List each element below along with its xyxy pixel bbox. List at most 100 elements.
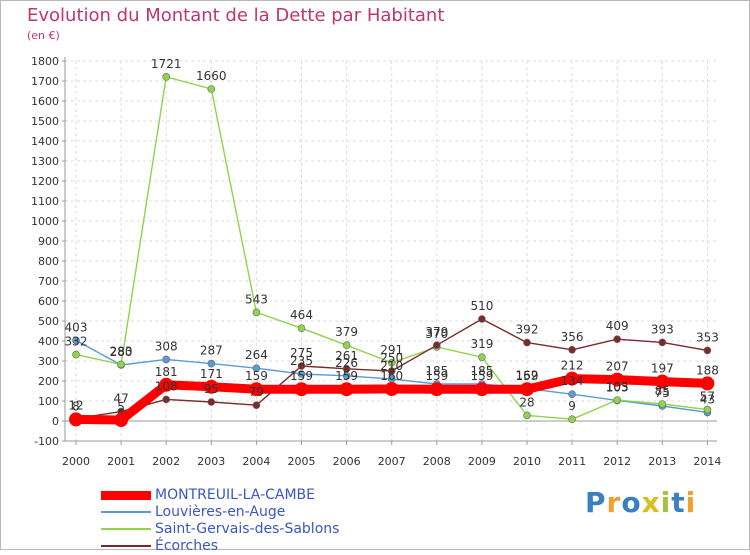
data-label: 353 <box>696 330 719 344</box>
data-point <box>568 345 576 354</box>
data-label: 226 <box>335 356 358 370</box>
data-point <box>703 405 712 414</box>
data-label: 261 <box>335 349 358 363</box>
y-tick-label: 1500 <box>31 115 59 128</box>
x-tick-label: 2009 <box>468 455 496 468</box>
logo-letter: r <box>606 486 622 519</box>
legend-item: Saint-Gervais-des-Sablons <box>1 521 501 538</box>
data-point <box>117 360 125 369</box>
legend-swatch <box>101 511 151 513</box>
data-label: 212 <box>561 359 584 373</box>
x-tick-label: 2000 <box>62 455 90 468</box>
x-tick-label: 2001 <box>107 455 135 468</box>
data-point <box>700 376 715 391</box>
data-label: 79 <box>249 385 264 399</box>
data-label: 280 <box>110 345 133 359</box>
data-label: 379 <box>335 325 358 339</box>
data-point <box>159 377 174 392</box>
x-tick-label: 2004 <box>242 455 270 468</box>
data-point <box>252 308 261 317</box>
data-point <box>207 359 216 368</box>
data-label: 8 <box>72 399 80 413</box>
data-label: 1721 <box>151 57 182 71</box>
data-label: 75 <box>655 386 670 400</box>
data-label: 207 <box>606 360 629 374</box>
data-point <box>297 324 306 333</box>
legend-label: Écorches <box>155 538 219 554</box>
legend-item: Écorches <box>1 538 501 555</box>
x-tick-label: 2012 <box>603 455 631 468</box>
data-point <box>72 336 80 345</box>
x-tick-label: 2007 <box>378 455 406 468</box>
x-tick-label: 2003 <box>197 455 225 468</box>
data-label: 275 <box>290 346 313 360</box>
data-label: 197 <box>651 362 674 376</box>
y-tick-label: 1100 <box>31 195 59 208</box>
data-point <box>429 382 444 397</box>
data-point <box>432 341 441 350</box>
logo-letter: x <box>641 486 661 519</box>
data-label: 57 <box>700 390 715 404</box>
data-point <box>568 415 576 424</box>
legend-swatch <box>101 545 151 547</box>
logo-letter: o <box>621 486 642 519</box>
legend-label: Louvières-en-Auge <box>155 504 286 520</box>
data-label: 188 <box>696 363 719 377</box>
data-label: 464 <box>290 308 313 322</box>
data-point <box>252 401 261 410</box>
data-label: 181 <box>155 365 178 379</box>
logo-letter: t <box>671 486 686 519</box>
data-point <box>568 390 576 399</box>
data-point <box>474 382 489 397</box>
series-0 <box>69 371 715 427</box>
data-point <box>69 412 83 427</box>
data-point <box>658 338 667 347</box>
x-tick-label: 2002 <box>152 455 180 468</box>
legend-swatch <box>101 528 151 530</box>
y-tick-label: 100 <box>38 395 59 408</box>
proxiti-logo: Proxiti <box>585 486 696 519</box>
x-tick-label: 2011 <box>558 455 586 468</box>
x-tick-label: 2014 <box>693 455 721 468</box>
data-label: 510 <box>470 299 493 313</box>
data-point <box>478 353 486 362</box>
data-label: 403 <box>65 320 88 334</box>
data-label: 28 <box>519 395 534 409</box>
data-label: 12 <box>68 399 83 413</box>
data-point <box>207 398 216 406</box>
data-point <box>655 374 670 389</box>
data-point <box>297 370 306 378</box>
data-label: 543 <box>245 292 268 306</box>
data-point <box>162 355 170 364</box>
data-label: 332 <box>65 335 88 349</box>
data-point <box>387 358 396 367</box>
y-tick-label: 1400 <box>31 135 59 148</box>
data-label: 393 <box>651 322 674 336</box>
y-tick-label: 300 <box>38 355 59 368</box>
data-label: 103 <box>606 380 629 394</box>
y-tick-label: 500 <box>38 315 59 328</box>
data-point <box>297 362 306 370</box>
data-point <box>523 411 531 420</box>
data-label: 159 <box>516 369 539 383</box>
legend-label: MONTREUIL-LA-CAMBE <box>155 487 316 503</box>
data-point <box>478 315 486 323</box>
data-label: 308 <box>155 339 178 353</box>
x-tick-label: 2008 <box>423 455 451 468</box>
y-tick-label: 600 <box>38 295 59 308</box>
data-label: 160 <box>380 369 403 383</box>
data-label: 162 <box>516 369 539 383</box>
data-point <box>162 395 170 404</box>
logo-letter: i <box>685 486 697 519</box>
logo-letter: P <box>585 486 607 519</box>
y-tick-label: 1200 <box>31 175 59 188</box>
x-tick-label: 2006 <box>333 455 361 468</box>
data-point <box>207 85 216 93</box>
y-tick-label: -100 <box>34 435 59 448</box>
data-label: 185 <box>425 364 448 378</box>
data-label: 235 <box>290 354 313 368</box>
data-label: 159 <box>245 369 268 383</box>
data-point <box>294 382 309 397</box>
chart-title: Evolution du Montant de la Dette par Hab… <box>27 5 445 26</box>
data-point <box>523 338 531 347</box>
